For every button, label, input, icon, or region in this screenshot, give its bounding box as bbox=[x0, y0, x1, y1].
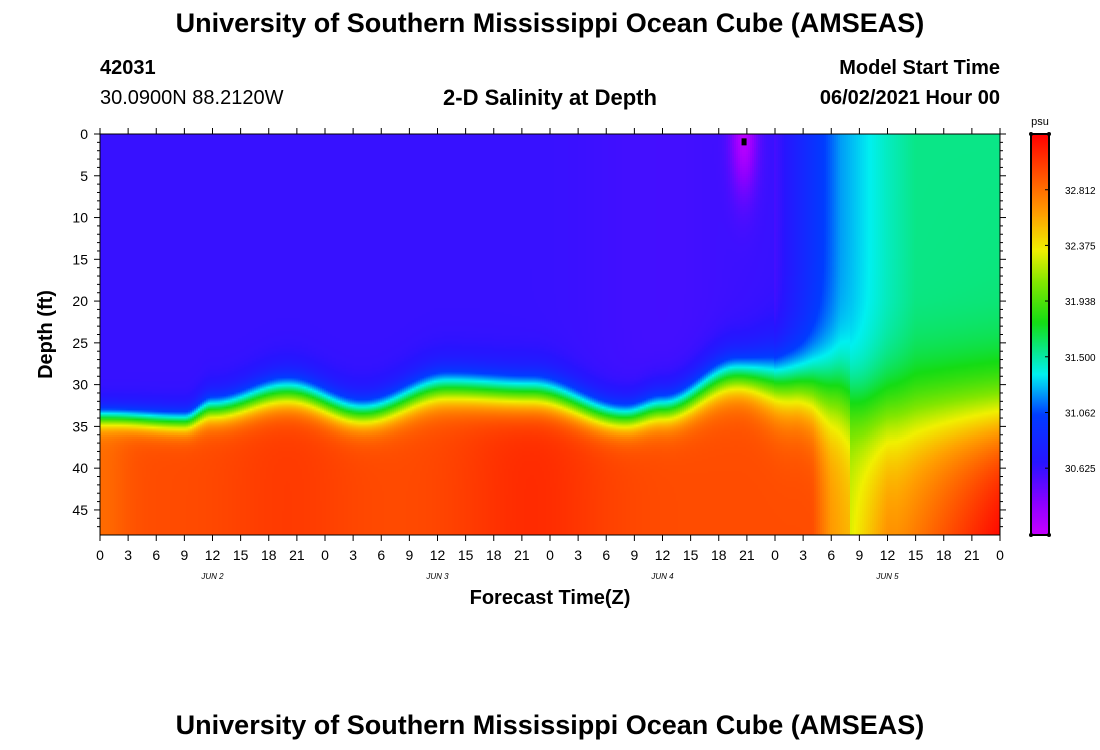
x-tick-label: 9 bbox=[180, 547, 188, 563]
y-tick-label: 30 bbox=[72, 377, 88, 393]
x-tick-label: 21 bbox=[964, 547, 980, 563]
x-tick-label: 6 bbox=[602, 547, 610, 563]
colorbar-tick-label: 32.375 bbox=[1065, 241, 1096, 252]
x-day-label: JUN 4 bbox=[650, 572, 674, 581]
x-tick-label: 18 bbox=[486, 547, 502, 563]
x-tick-label: 9 bbox=[405, 547, 413, 563]
model-start-value: 06/02/2021 Hour 00 bbox=[819, 87, 1000, 109]
x-tick-label: 15 bbox=[908, 547, 924, 563]
colorbar-tick-label: 31.062 bbox=[1065, 409, 1096, 420]
y-tick-label: 0 bbox=[80, 126, 88, 142]
x-tick-label: 0 bbox=[96, 547, 104, 563]
x-day-label: JUN 2 bbox=[200, 572, 224, 581]
x-tick-label: 9 bbox=[855, 547, 863, 563]
y-tick-label: 45 bbox=[72, 502, 88, 518]
plot-title: 2-D Salinity at Depth bbox=[443, 85, 657, 110]
x-tick-label: 12 bbox=[430, 547, 446, 563]
x-tick-label: 3 bbox=[124, 547, 132, 563]
x-tick-label: 12 bbox=[205, 547, 221, 563]
colorbar-unit: psu bbox=[1031, 116, 1049, 128]
x-tick-label: 9 bbox=[630, 547, 638, 563]
colorbar-tick-label: 31.500 bbox=[1065, 353, 1096, 364]
x-day-label: JUN 3 bbox=[425, 572, 449, 581]
x-tick-label: 12 bbox=[880, 547, 896, 563]
colorbar-frame bbox=[1030, 133, 1050, 536]
page-title-top: University of Southern Mississippi Ocean… bbox=[175, 8, 925, 38]
x-tick-label: 18 bbox=[261, 547, 277, 563]
x-day-label: JUN 5 bbox=[875, 572, 899, 581]
x-tick-label: 6 bbox=[377, 547, 385, 563]
colorbar-tick-label: 32.812 bbox=[1065, 186, 1096, 197]
x-tick-label: 15 bbox=[683, 547, 699, 563]
x-tick-label: 0 bbox=[546, 547, 554, 563]
colorbar-corner-dot bbox=[1047, 533, 1051, 537]
y-tick-label: 25 bbox=[72, 335, 88, 351]
colorbar-corner-dot bbox=[1047, 132, 1051, 136]
x-axis-label: Forecast Time(Z) bbox=[470, 587, 631, 609]
y-tick-label: 10 bbox=[72, 210, 88, 226]
colorbar-tick-label: 31.938 bbox=[1065, 297, 1096, 308]
x-tick-label: 0 bbox=[771, 547, 779, 563]
station-coords: 30.0900N 88.2120W bbox=[100, 87, 284, 109]
station-marker bbox=[741, 138, 747, 146]
x-tick-label: 15 bbox=[458, 547, 474, 563]
x-tick-label: 12 bbox=[655, 547, 671, 563]
x-tick-label: 0 bbox=[996, 547, 1004, 563]
x-tick-label: 15 bbox=[233, 547, 249, 563]
x-tick-label: 3 bbox=[799, 547, 807, 563]
x-tick-label: 21 bbox=[739, 547, 755, 563]
y-tick-label: 35 bbox=[72, 418, 88, 434]
x-tick-label: 6 bbox=[152, 547, 160, 563]
y-tick-label: 15 bbox=[72, 251, 88, 267]
y-tick-label: 5 bbox=[80, 168, 88, 184]
page-title-bottom: University of Southern Mississippi Ocean… bbox=[175, 710, 925, 740]
x-tick-label: 21 bbox=[289, 547, 305, 563]
x-tick-label: 3 bbox=[574, 547, 582, 563]
model-start-label: Model Start Time bbox=[839, 57, 1000, 79]
colorbar bbox=[1031, 134, 1049, 535]
station-id: 42031 bbox=[100, 57, 156, 79]
x-tick-label: 3 bbox=[349, 547, 357, 563]
colorbar-corner-dot bbox=[1029, 533, 1033, 537]
colorbar-corner-dot bbox=[1029, 132, 1033, 136]
y-tick-label: 40 bbox=[72, 460, 88, 476]
x-tick-label: 18 bbox=[711, 547, 727, 563]
y-tick-label: 20 bbox=[72, 293, 88, 309]
x-tick-label: 6 bbox=[827, 547, 835, 563]
x-tick-label: 18 bbox=[936, 547, 952, 563]
y-axis-label: Depth (ft) bbox=[35, 290, 57, 379]
x-tick-label: 0 bbox=[321, 547, 329, 563]
x-tick-label: 21 bbox=[514, 547, 530, 563]
colorbar-tick-label: 30.625 bbox=[1065, 464, 1096, 475]
heatmap-area bbox=[100, 134, 1000, 535]
